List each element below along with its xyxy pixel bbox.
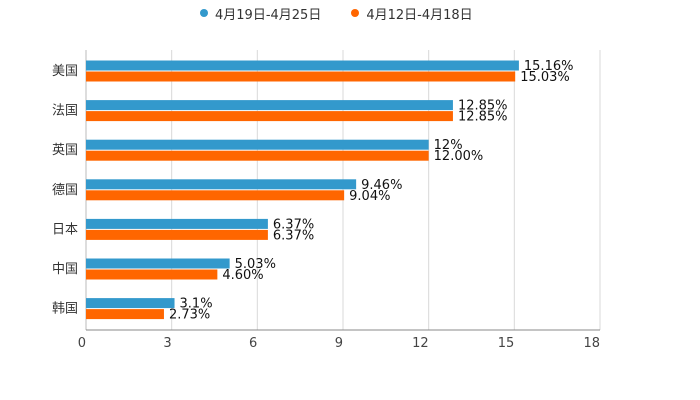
bar-series-2[interactable] — [86, 269, 218, 280]
data-label-series-2: 4.60% — [222, 268, 263, 283]
bar-series-2[interactable] — [86, 71, 516, 82]
bar-series-1[interactable] — [86, 179, 357, 190]
bar-series-1[interactable] — [86, 298, 175, 309]
bar-series-2[interactable] — [86, 111, 453, 122]
bar-series-1[interactable] — [86, 258, 230, 269]
legend-marker-series-1 — [200, 9, 208, 17]
bar-series-2[interactable] — [86, 309, 164, 320]
chart-legend: 4月19日-4月25日 4月12日-4月18日 — [200, 4, 473, 23]
data-label-series-2: 12.00% — [434, 149, 484, 164]
data-label-series-1: 9.46% — [361, 178, 402, 193]
x-tick-label: 12 — [412, 336, 429, 351]
category-label: 日本 — [52, 222, 78, 237]
category-label: 德国 — [52, 183, 78, 198]
x-tick-label: 9 — [335, 336, 343, 351]
bar-series-2[interactable] — [86, 150, 429, 161]
data-label-series-1: 6.37% — [273, 217, 314, 232]
data-label-series-1: 15.16% — [524, 59, 574, 74]
category-label: 美国 — [52, 64, 78, 79]
bar-series-1[interactable] — [86, 139, 429, 150]
category-label: 英国 — [52, 143, 78, 158]
data-label-series-1: 12.85% — [458, 99, 508, 114]
data-label-series-2: 2.73% — [169, 308, 210, 323]
x-tick-label: 18 — [583, 336, 600, 351]
legend-label-series-2: 4月12日-4月18日 — [366, 7, 473, 23]
data-label-series-1: 3.1% — [180, 297, 213, 312]
category-label: 法国 — [52, 104, 78, 119]
bar-series-1[interactable] — [86, 60, 519, 71]
bar-series-2[interactable] — [86, 229, 268, 240]
category-label: 韩国 — [52, 302, 78, 317]
x-tick-label: 3 — [163, 336, 171, 351]
x-tick-label: 15 — [498, 336, 515, 351]
bar-series-2[interactable] — [86, 190, 345, 201]
bar-series-1[interactable] — [86, 100, 453, 111]
data-label-series-1: 5.03% — [235, 257, 276, 272]
data-label-series-1: 12% — [434, 138, 463, 153]
data-label-series-2: 15.03% — [520, 70, 570, 85]
legend-item-series-2[interactable]: 4月12日-4月18日 — [351, 4, 473, 23]
legend-label-series-1: 4月19日-4月25日 — [215, 7, 322, 23]
legend-item-series-1[interactable]: 4月19日-4月25日 — [200, 4, 321, 23]
category-label: 中国 — [52, 262, 78, 277]
legend-marker-series-2 — [351, 9, 360, 17]
bar-series-1[interactable] — [86, 218, 268, 229]
data-label-series-2: 6.37% — [273, 228, 314, 243]
x-tick-label: 0 — [78, 336, 86, 351]
data-label-series-2: 9.04% — [349, 189, 390, 204]
x-tick-label: 6 — [249, 336, 257, 351]
data-label-series-2: 12.85% — [458, 110, 508, 125]
